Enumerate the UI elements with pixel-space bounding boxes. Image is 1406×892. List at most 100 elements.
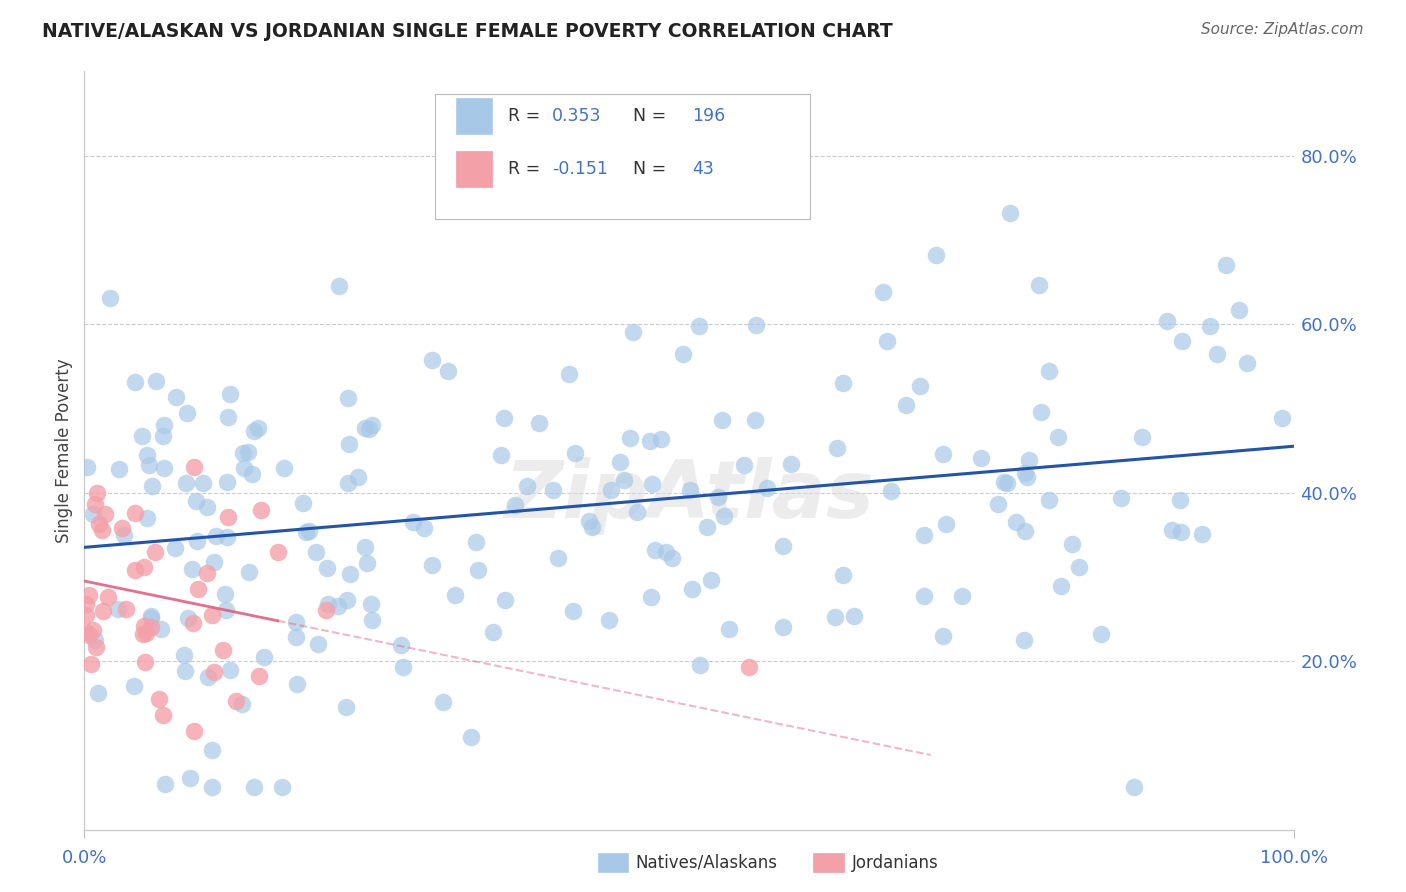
Point <box>831 567 853 582</box>
Point <box>184 494 207 508</box>
Point <box>249 503 271 517</box>
Point <box>389 639 412 653</box>
Point <box>912 589 935 603</box>
Point <box>650 432 672 446</box>
Text: ZipAtlas: ZipAtlas <box>503 457 875 535</box>
Point <box>561 605 583 619</box>
Point <box>173 648 195 662</box>
Point <box>139 619 162 633</box>
FancyBboxPatch shape <box>434 95 810 219</box>
Point <box>950 589 973 603</box>
Point <box>640 590 662 604</box>
Point <box>738 660 761 674</box>
Point <box>1038 492 1060 507</box>
Point <box>201 743 224 757</box>
Point <box>80 657 103 671</box>
Point <box>231 697 253 711</box>
Point <box>124 506 146 520</box>
Point <box>432 695 454 709</box>
Point <box>489 448 512 462</box>
Point <box>75 625 97 640</box>
Point <box>174 664 197 678</box>
Point <box>243 424 266 438</box>
Point <box>772 539 794 553</box>
Point <box>145 374 167 388</box>
Point <box>995 476 1018 491</box>
Point <box>242 780 264 795</box>
Point <box>581 519 603 533</box>
Point <box>191 475 214 490</box>
Text: 0.353: 0.353 <box>553 107 602 125</box>
Point <box>197 669 219 683</box>
Point <box>217 409 239 424</box>
Point <box>134 655 156 669</box>
Point <box>599 483 621 497</box>
Point <box>696 519 718 533</box>
Point <box>494 593 516 607</box>
Point <box>77 628 100 642</box>
Point <box>195 566 218 580</box>
Point <box>1215 258 1237 272</box>
Point <box>76 597 98 611</box>
Point <box>494 410 516 425</box>
Point <box>86 486 108 500</box>
Point <box>305 545 328 559</box>
Point <box>112 528 135 542</box>
Point <box>91 604 114 618</box>
Point <box>894 398 917 412</box>
Point <box>710 413 733 427</box>
Point <box>872 285 894 299</box>
Point <box>267 545 290 559</box>
Point <box>339 566 361 581</box>
Point <box>1271 411 1294 425</box>
Point <box>1012 632 1035 647</box>
Point <box>202 665 225 680</box>
Point <box>935 517 957 532</box>
Point <box>285 677 308 691</box>
Point <box>733 458 755 472</box>
Point <box>337 437 360 451</box>
Point <box>1122 780 1144 795</box>
Point <box>202 555 225 569</box>
Point <box>356 556 378 570</box>
Point <box>1156 314 1178 328</box>
Point <box>186 534 208 549</box>
Y-axis label: Single Female Poverty: Single Female Poverty <box>55 359 73 542</box>
Point <box>880 484 903 499</box>
Point <box>240 467 263 481</box>
Point <box>87 686 110 700</box>
Point <box>970 450 993 465</box>
Point <box>84 633 107 648</box>
Point <box>273 460 295 475</box>
Point <box>132 627 155 641</box>
Point <box>707 491 730 505</box>
Point <box>1168 493 1191 508</box>
Point <box>827 441 849 455</box>
Point <box>77 588 100 602</box>
Point <box>141 479 163 493</box>
Point <box>83 497 105 511</box>
Point <box>292 496 315 510</box>
Point <box>360 613 382 627</box>
Point <box>93 507 115 521</box>
Point <box>1205 347 1227 361</box>
Point <box>460 731 482 745</box>
Point <box>76 460 98 475</box>
Point <box>270 780 292 795</box>
Point <box>135 626 157 640</box>
Point <box>131 429 153 443</box>
Point <box>925 248 948 262</box>
Point <box>177 611 200 625</box>
Point <box>214 587 236 601</box>
Point <box>201 780 224 795</box>
Point <box>755 481 778 495</box>
Point <box>153 776 176 790</box>
Point <box>176 406 198 420</box>
Point <box>165 390 187 404</box>
Point <box>328 599 350 613</box>
Point <box>1005 515 1028 529</box>
Point <box>347 470 370 484</box>
Point <box>316 597 339 611</box>
Point <box>681 582 703 596</box>
Point <box>75 607 97 622</box>
